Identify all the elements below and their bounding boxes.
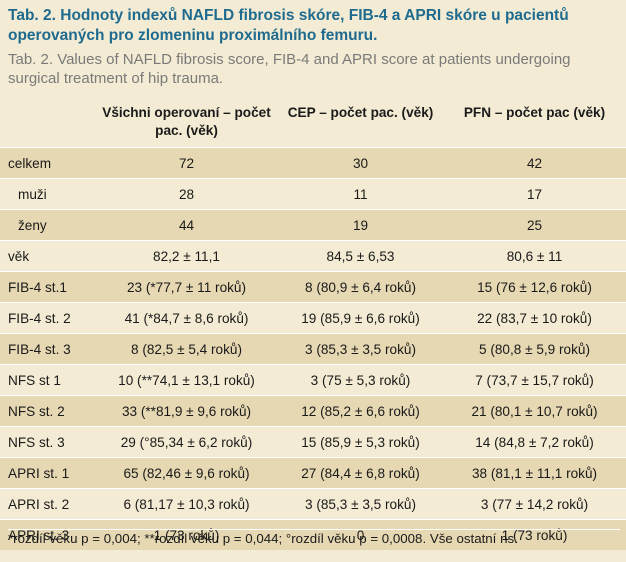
table-cell: 22 (83,7 ± 10 roků) — [443, 302, 626, 334]
table-cell: 65 (82,46 ± 9,6 roků) — [95, 457, 278, 489]
row-label-cell: APRI st. 1 — [0, 457, 95, 489]
table-cell: 72 — [95, 147, 278, 179]
table-cell: 41 (*84,7 ± 8,6 roků) — [95, 302, 278, 334]
row-label-cell: FIB-4 st.1 — [0, 271, 95, 303]
row-label-cell: muži — [0, 178, 95, 210]
table-row: ženy 44 19 25 — [0, 209, 626, 241]
table-cell: 6 (81,17 ± 10,3 roků) — [95, 488, 278, 520]
table-row: NFS st 1 10 (**74,1 ± 13,1 roků) 3 (75 ± 5… — [0, 364, 626, 396]
table-cell: 25 — [443, 209, 626, 241]
footnote: *rozdíl věku p = 0,004; **rozdíl věku p … — [8, 529, 620, 548]
row-label-cell: ženy — [0, 209, 95, 241]
table-cell: 0 — [278, 519, 443, 550]
table-cell: 30 — [278, 147, 443, 179]
header-cell-all-operated: Všichni operovaní – počet pac. (věk) — [102, 105, 271, 138]
table-row: NFS st. 3 29 (°85,34 ± 6,2 roků) 15 (85,9 … — [0, 426, 626, 458]
table-cell: 15 (76 ± 12,6 roků) — [443, 271, 626, 303]
row-label-cell: FIB-4 st. 2 — [0, 302, 95, 334]
row-label-cell: NFS st. 2 — [0, 395, 95, 427]
table-cell: 1 (73 roků) — [95, 519, 278, 550]
table-cell: 14 (84,8 ± 7,2 roků) — [443, 426, 626, 458]
table-cell: 21 (80,1 ± 10,7 roků) — [443, 395, 626, 427]
table-title-english: Tab. 2. Values of NAFLD fibrosis score, … — [8, 51, 571, 87]
table-cell: 17 — [443, 178, 626, 210]
table-title-czech: Tab. 2. Hodnoty indexů NAFLD fibrosis sk… — [8, 7, 569, 44]
table-cell: 84,5 ± 6,53 — [278, 240, 443, 272]
row-label-cell: věk — [0, 240, 95, 272]
header-cell-pfn: PFN – počet pac (věk) — [463, 105, 606, 120]
table-cell: 7 (73,7 ± 15,7 roků) — [443, 364, 626, 396]
table-cell: 10 (**74,1 ± 13,1 roků) — [95, 364, 278, 396]
table-cell: 8 (82,5 ± 5,4 roků) — [95, 333, 278, 365]
data-table: Všichni operovaní – počet pac. (věk) CEP… — [0, 100, 626, 550]
table-cell: 19 (85,9 ± 6,6 roků) — [278, 302, 443, 334]
row-label-cell: NFS st 1 — [0, 364, 95, 396]
table-row: FIB-4 st. 2 41 (*84,7 ± 8,6 roků) 19 (85,9… — [0, 302, 626, 334]
table-body: celkem 72 30 42 muži 28 11 17 ženy 44 19 25 věk 82,2 … — [0, 147, 626, 550]
table-row: APRI st. 1 65 (82,46 ± 9,6 roků) 27 (84,4 … — [0, 457, 626, 489]
table-row: FIB-4 st.1 23 (*77,7 ± 11 roků) 8 (80,9 ± … — [0, 271, 626, 303]
table-cell: 3 (75 ± 5,3 roků) — [278, 364, 443, 396]
table-cell: 33 (**81,9 ± 9,6 roků) — [95, 395, 278, 427]
table-cell: 42 — [443, 147, 626, 179]
row-label-cell: FIB-4 st. 3 — [0, 333, 95, 365]
table-cell: 80,6 ± 11 — [443, 240, 626, 272]
table-cell: 19 — [278, 209, 443, 241]
header-cell-label — [0, 100, 95, 148]
table-row: celkem 72 30 42 — [0, 147, 626, 179]
table-cell: 5 (80,8 ± 5,9 roků) — [443, 333, 626, 365]
row-label-cell: APRI st. 2 — [0, 488, 95, 520]
header-row: Všichni operovaní – počet pac. (věk) CEP… — [0, 100, 626, 148]
table-cell: 38 (81,1 ± 11,1 roků) — [443, 457, 626, 489]
table-cell: 44 — [95, 209, 278, 241]
table-cell: 28 — [95, 178, 278, 210]
table-cell: 3 (85,3 ± 3,5 roků) — [278, 333, 443, 365]
table-cell: 23 (*77,7 ± 11 roků) — [95, 271, 278, 303]
table-row: věk 82,2 ± 11,1 84,5 ± 6,53 80,6 ± 11 — [0, 240, 626, 272]
table-cell: 29 (°85,34 ± 6,2 roků) — [95, 426, 278, 458]
table-cell: 11 — [278, 178, 443, 210]
table-cell: 8 (80,9 ± 6,4 roků) — [278, 271, 443, 303]
table-cell: 15 (85,9 ± 5,3 roků) — [278, 426, 443, 458]
table-cell: 82,2 ± 11,1 — [95, 240, 278, 272]
header-cell-cep: CEP – počet pac. (věk) — [287, 105, 434, 120]
row-label-cell: NFS st. 3 — [0, 426, 95, 458]
table-cell: 3 (77 ± 14,2 roků) — [443, 488, 626, 520]
table-row: muži 28 11 17 — [0, 178, 626, 210]
row-label-cell: APRI st. 3 — [0, 519, 95, 550]
table-row: NFS st. 2 33 (**81,9 ± 9,6 roků) 12 (85,2 … — [0, 395, 626, 427]
table-cell: 12 (85,2 ± 6,6 roků) — [278, 395, 443, 427]
row-label-cell: celkem — [0, 147, 95, 179]
table-cell: 1 (73 roků) — [443, 519, 626, 550]
table-cell: 27 (84,4 ± 6,8 roků) — [278, 457, 443, 489]
table-cell: 3 (85,3 ± 3,5 roků) — [278, 488, 443, 520]
